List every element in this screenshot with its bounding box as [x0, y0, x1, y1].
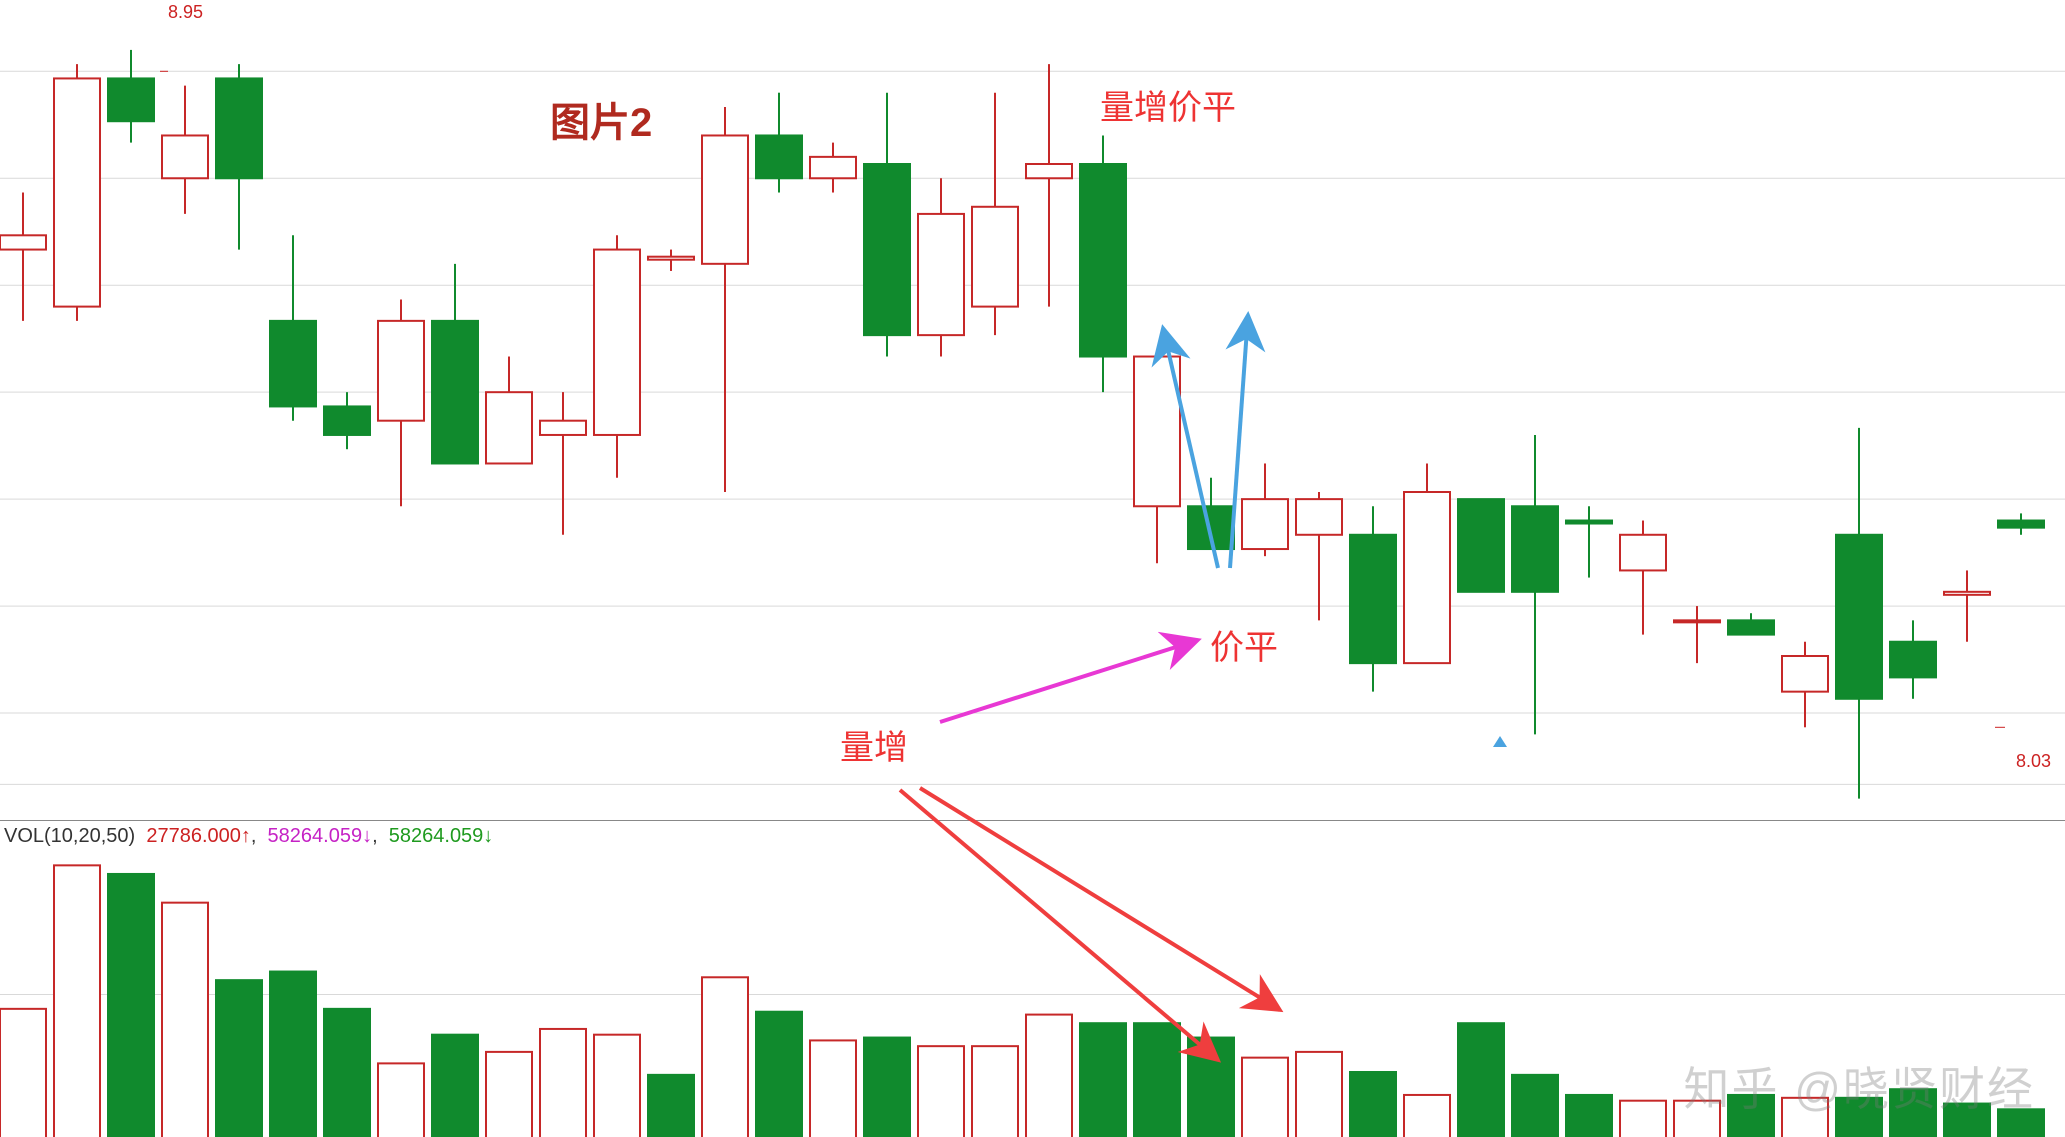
vol-legend-v2: 58264.059↓: [268, 825, 373, 847]
price-candlestick-panel[interactable]: 8.95 8.03 图片2 量增价平 价平 量增: [0, 0, 2065, 820]
price-high-label: 8.95: [168, 2, 203, 23]
price-svg: [0, 0, 2065, 820]
vol-legend-prefix: VOL(10,20,50): [4, 825, 135, 847]
price-low-label: 8.03: [2016, 751, 2051, 772]
vol-legend-v3: 58264.059↓: [389, 825, 494, 847]
figure-title: 图片2: [550, 90, 652, 148]
annotation-price-flat: 价平: [1210, 620, 1278, 669]
annotation-volume-price-flat-top: 量增价平: [1100, 80, 1236, 129]
annotation-volume-increase: 量增: [840, 720, 908, 769]
volume-legend: VOL(10,20,50) 27786.000↑, 58264.059↓, 58…: [4, 825, 493, 848]
watermark-text: 知乎 @晓贤财经: [1684, 1053, 2035, 1119]
vol-legend-v1: 27786.000↑: [146, 825, 251, 847]
chart-root: { "meta": { "image_w": 2065, "image_h": …: [0, 0, 2065, 1137]
